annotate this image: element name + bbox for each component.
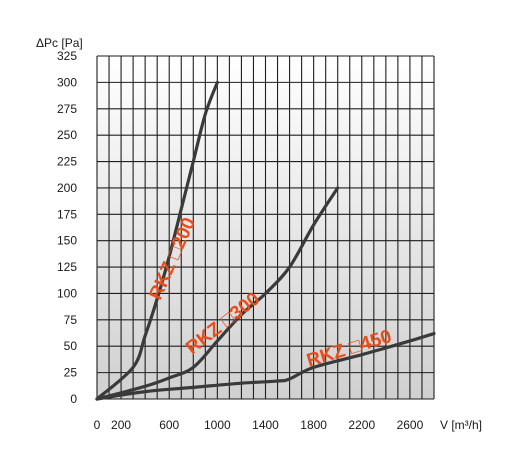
y-tick-label: 200 (57, 181, 77, 195)
y-tick-label: 325 (57, 49, 77, 63)
x-tick-label: 0 (94, 418, 101, 432)
y-tick-label: 300 (57, 75, 77, 89)
y-tick-label: 100 (57, 286, 77, 300)
y-axis-label: ΔPc [Pa] (36, 36, 83, 50)
y-tick-label: 25 (64, 366, 78, 380)
series-line (95, 80, 219, 401)
y-tick-label: 75 (64, 313, 78, 327)
x-tick-label: 1800 (300, 418, 327, 432)
y-tick-label: 150 (57, 234, 77, 248)
x-tick-label: 1000 (204, 418, 231, 432)
ticks: 0 25 50 75 100 125 150 175 200 225 250 275 300 325 0 20… (57, 49, 424, 432)
series-line (95, 186, 340, 401)
x-tick-label: 2200 (348, 418, 375, 432)
series-line (95, 331, 436, 401)
y-tick-label: 175 (57, 207, 77, 221)
x-tick-label: 600 (159, 418, 179, 432)
curves (95, 80, 436, 401)
x-tick-label: 2600 (397, 418, 424, 432)
y-tick-label: 225 (57, 155, 77, 169)
y-tick-label: 50 (64, 339, 78, 353)
x-tick-label: 1400 (252, 418, 279, 432)
x-axis-label: V [m³/h] (440, 418, 482, 432)
y-tick-label: 125 (57, 260, 77, 274)
y-tick-label: 0 (70, 392, 77, 406)
x-tick-label: 200 (111, 418, 131, 432)
y-tick-label: 250 (57, 128, 77, 142)
y-tick-label: 275 (57, 102, 77, 116)
